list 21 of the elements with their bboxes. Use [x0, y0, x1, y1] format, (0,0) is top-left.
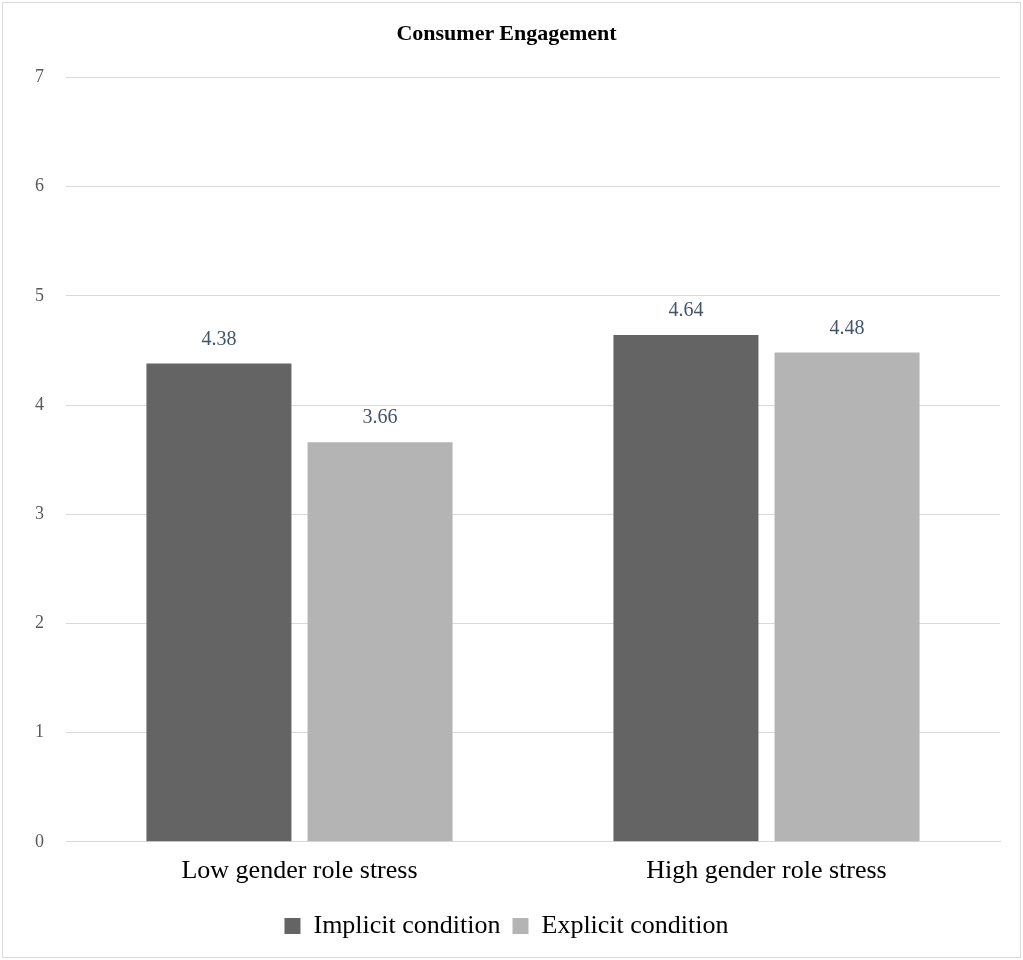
y-tick-label: 0: [35, 830, 44, 851]
y-tick-label: 3: [35, 502, 44, 523]
y-tick-label: 7: [35, 66, 44, 87]
data-label: 4.64: [668, 298, 704, 321]
bar: [774, 352, 920, 842]
y-tick-label: 1: [35, 721, 44, 742]
chart-title: Consumer Engagement: [396, 19, 618, 45]
bar: [613, 335, 759, 842]
bar: [146, 363, 292, 842]
legend-label: Implicit condition: [313, 909, 501, 939]
y-tick-label: 6: [35, 175, 44, 196]
x-tick-label: Low gender role stress: [181, 855, 418, 885]
data-label: 4.38: [201, 326, 237, 349]
y-tick-label: 5: [35, 284, 44, 305]
y-tick-label: 2: [35, 612, 44, 633]
x-tick-label: High gender role stress: [646, 855, 887, 885]
data-label: 3.66: [362, 405, 398, 428]
data-label: 4.48: [829, 315, 865, 338]
y-tick-label: 4: [35, 393, 44, 414]
bar: [307, 442, 453, 842]
legend-label: Explicit condition: [541, 909, 729, 939]
